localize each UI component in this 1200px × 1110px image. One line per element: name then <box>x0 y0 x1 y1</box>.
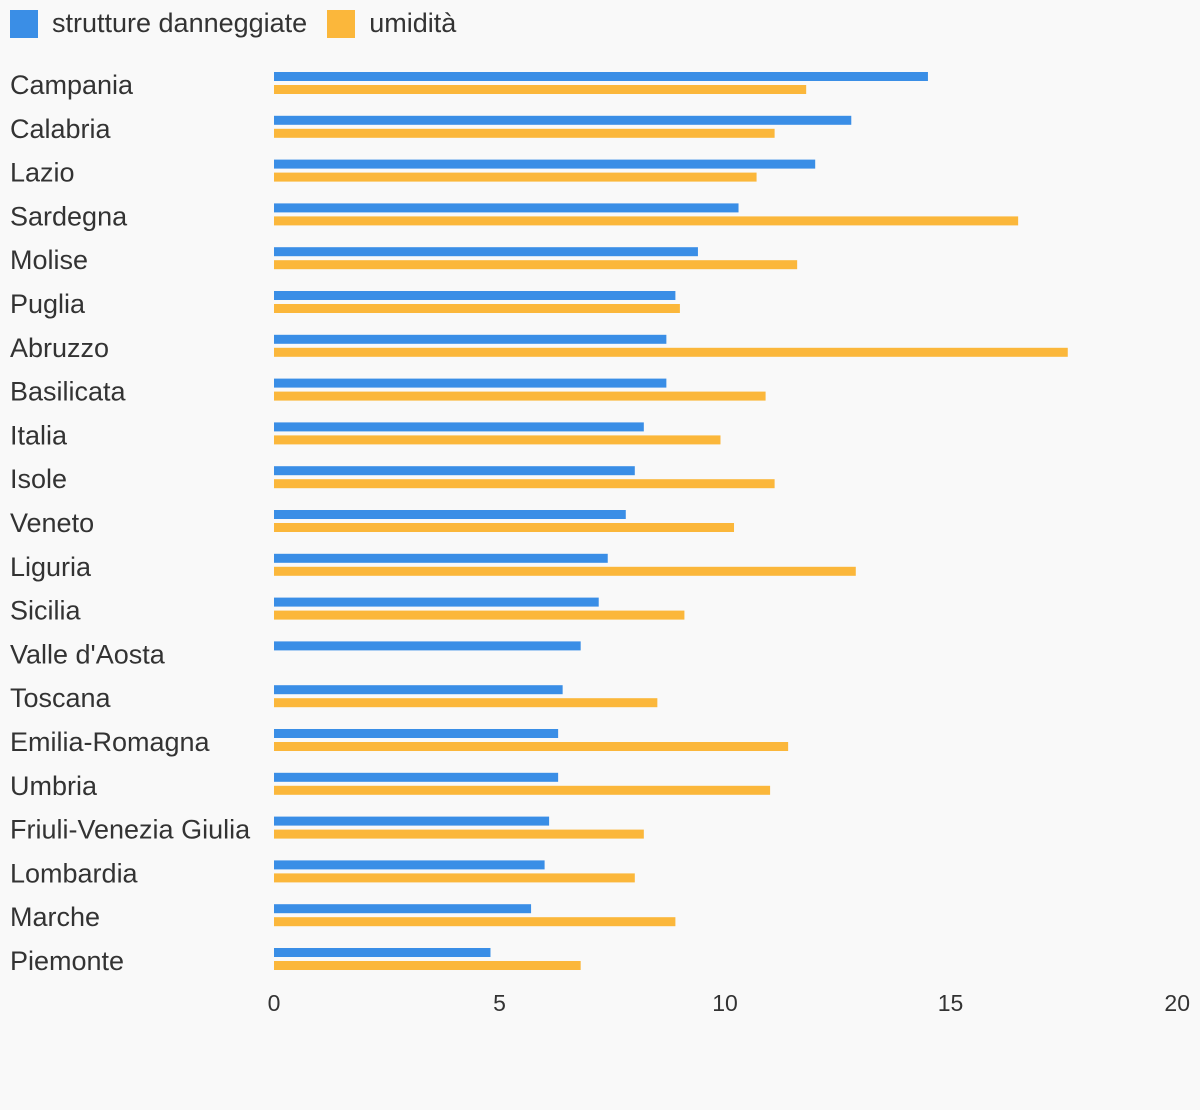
bar-umidita-abruzzo <box>274 347 1068 357</box>
bar-strutture-italia <box>274 422 644 432</box>
category-label-sardegna: Sardegna <box>10 201 128 231</box>
bar-strutture-sicilia <box>274 597 599 607</box>
category-label-valle-d-aosta: Valle d'Aosta <box>10 639 166 669</box>
bar-strutture-puglia <box>274 291 676 300</box>
category-label-umbria: Umbria <box>10 771 98 801</box>
x-tick-label-10: 10 <box>712 990 738 1016</box>
category-label-calabria: Calabria <box>10 114 112 144</box>
category-label-isole: Isole <box>10 464 67 494</box>
bar-umidita-marche <box>274 917 676 927</box>
category-label-marche: Marche <box>10 902 100 932</box>
category-label-friuli-venezia-giulia: Friuli-Venezia Giulia <box>10 815 251 845</box>
bar-umidita-umbria <box>274 785 771 795</box>
x-tick-label-0: 0 <box>268 990 281 1016</box>
x-tick-label-5: 5 <box>493 990 506 1016</box>
bar-umidita-basilicata <box>274 391 766 401</box>
x-tick-label-20: 20 <box>1164 990 1190 1016</box>
bar-strutture-lombardia <box>274 860 545 870</box>
bar-umidita-molise <box>274 260 798 270</box>
bar-strutture-umbria <box>274 772 559 782</box>
bar-strutture-toscana <box>274 685 563 695</box>
category-label-lazio: Lazio <box>10 158 75 188</box>
legend-swatch-strutture <box>10 9 38 38</box>
bar-strutture-isole <box>274 466 635 476</box>
bar-strutture-valle-d-aosta <box>274 641 581 651</box>
category-label-basilicata: Basilicata <box>10 377 127 407</box>
legend-label-umidita: umidità <box>369 8 457 38</box>
bar-umidita-calabria <box>274 128 775 138</box>
bar-umidita-toscana <box>274 698 658 708</box>
bar-strutture-piemonte <box>274 948 491 957</box>
bar-strutture-friuli-venezia-giulia <box>274 816 550 826</box>
bar-strutture-veneto <box>274 510 626 519</box>
bar-umidita-italia <box>274 435 721 445</box>
bar-umidita-piemonte <box>274 961 581 970</box>
legend-item-umidita[interactable]: umidità <box>327 8 456 39</box>
category-label-emilia-romagna: Emilia-Romagna <box>10 727 211 757</box>
x-tick-label-15: 15 <box>938 990 964 1016</box>
bar-umidita-sicilia <box>274 610 685 620</box>
bar-umidita-puglia <box>274 304 680 313</box>
category-label-abruzzo: Abruzzo <box>10 333 109 363</box>
bar-strutture-lazio <box>274 159 816 169</box>
category-label-piemonte: Piemonte <box>10 946 124 976</box>
bar-umidita-isole <box>274 479 775 489</box>
bar-strutture-basilicata <box>274 378 667 388</box>
bar-umidita-veneto <box>274 523 735 532</box>
category-label-veneto: Veneto <box>10 508 94 538</box>
bar-umidita-sardegna <box>274 216 1019 226</box>
bar-umidita-campania <box>274 85 807 94</box>
bar-strutture-emilia-romagna <box>274 729 559 738</box>
category-label-campania: Campania <box>10 70 134 100</box>
bar-umidita-liguria <box>274 566 856 576</box>
bar-umidita-lombardia <box>274 873 635 883</box>
bar-umidita-emilia-romagna <box>274 742 789 751</box>
bar-umidita-lazio <box>274 172 757 182</box>
bar-strutture-molise <box>274 247 698 257</box>
category-label-liguria: Liguria <box>10 552 92 582</box>
category-label-puglia: Puglia <box>10 289 86 319</box>
category-label-italia: Italia <box>10 420 68 450</box>
category-label-sicilia: Sicilia <box>10 596 82 626</box>
category-label-lombardia: Lombardia <box>10 858 139 888</box>
bar-strutture-sardegna <box>274 203 739 213</box>
legend-item-strutture[interactable]: strutture danneggiate <box>10 8 307 39</box>
bar-strutture-campania <box>274 72 928 81</box>
bar-umidita-friuli-venezia-giulia <box>274 829 644 839</box>
chart-legend: strutture danneggiate umidità <box>10 8 476 39</box>
legend-label-strutture: strutture danneggiate <box>52 8 308 38</box>
bar-strutture-marche <box>274 904 532 914</box>
legend-swatch-umidita <box>327 9 356 38</box>
bar-strutture-liguria <box>274 553 608 563</box>
category-label-molise: Molise <box>10 245 88 275</box>
category-label-toscana: Toscana <box>10 683 112 713</box>
bar-strutture-abruzzo <box>274 334 667 344</box>
bar-strutture-calabria <box>274 115 852 125</box>
